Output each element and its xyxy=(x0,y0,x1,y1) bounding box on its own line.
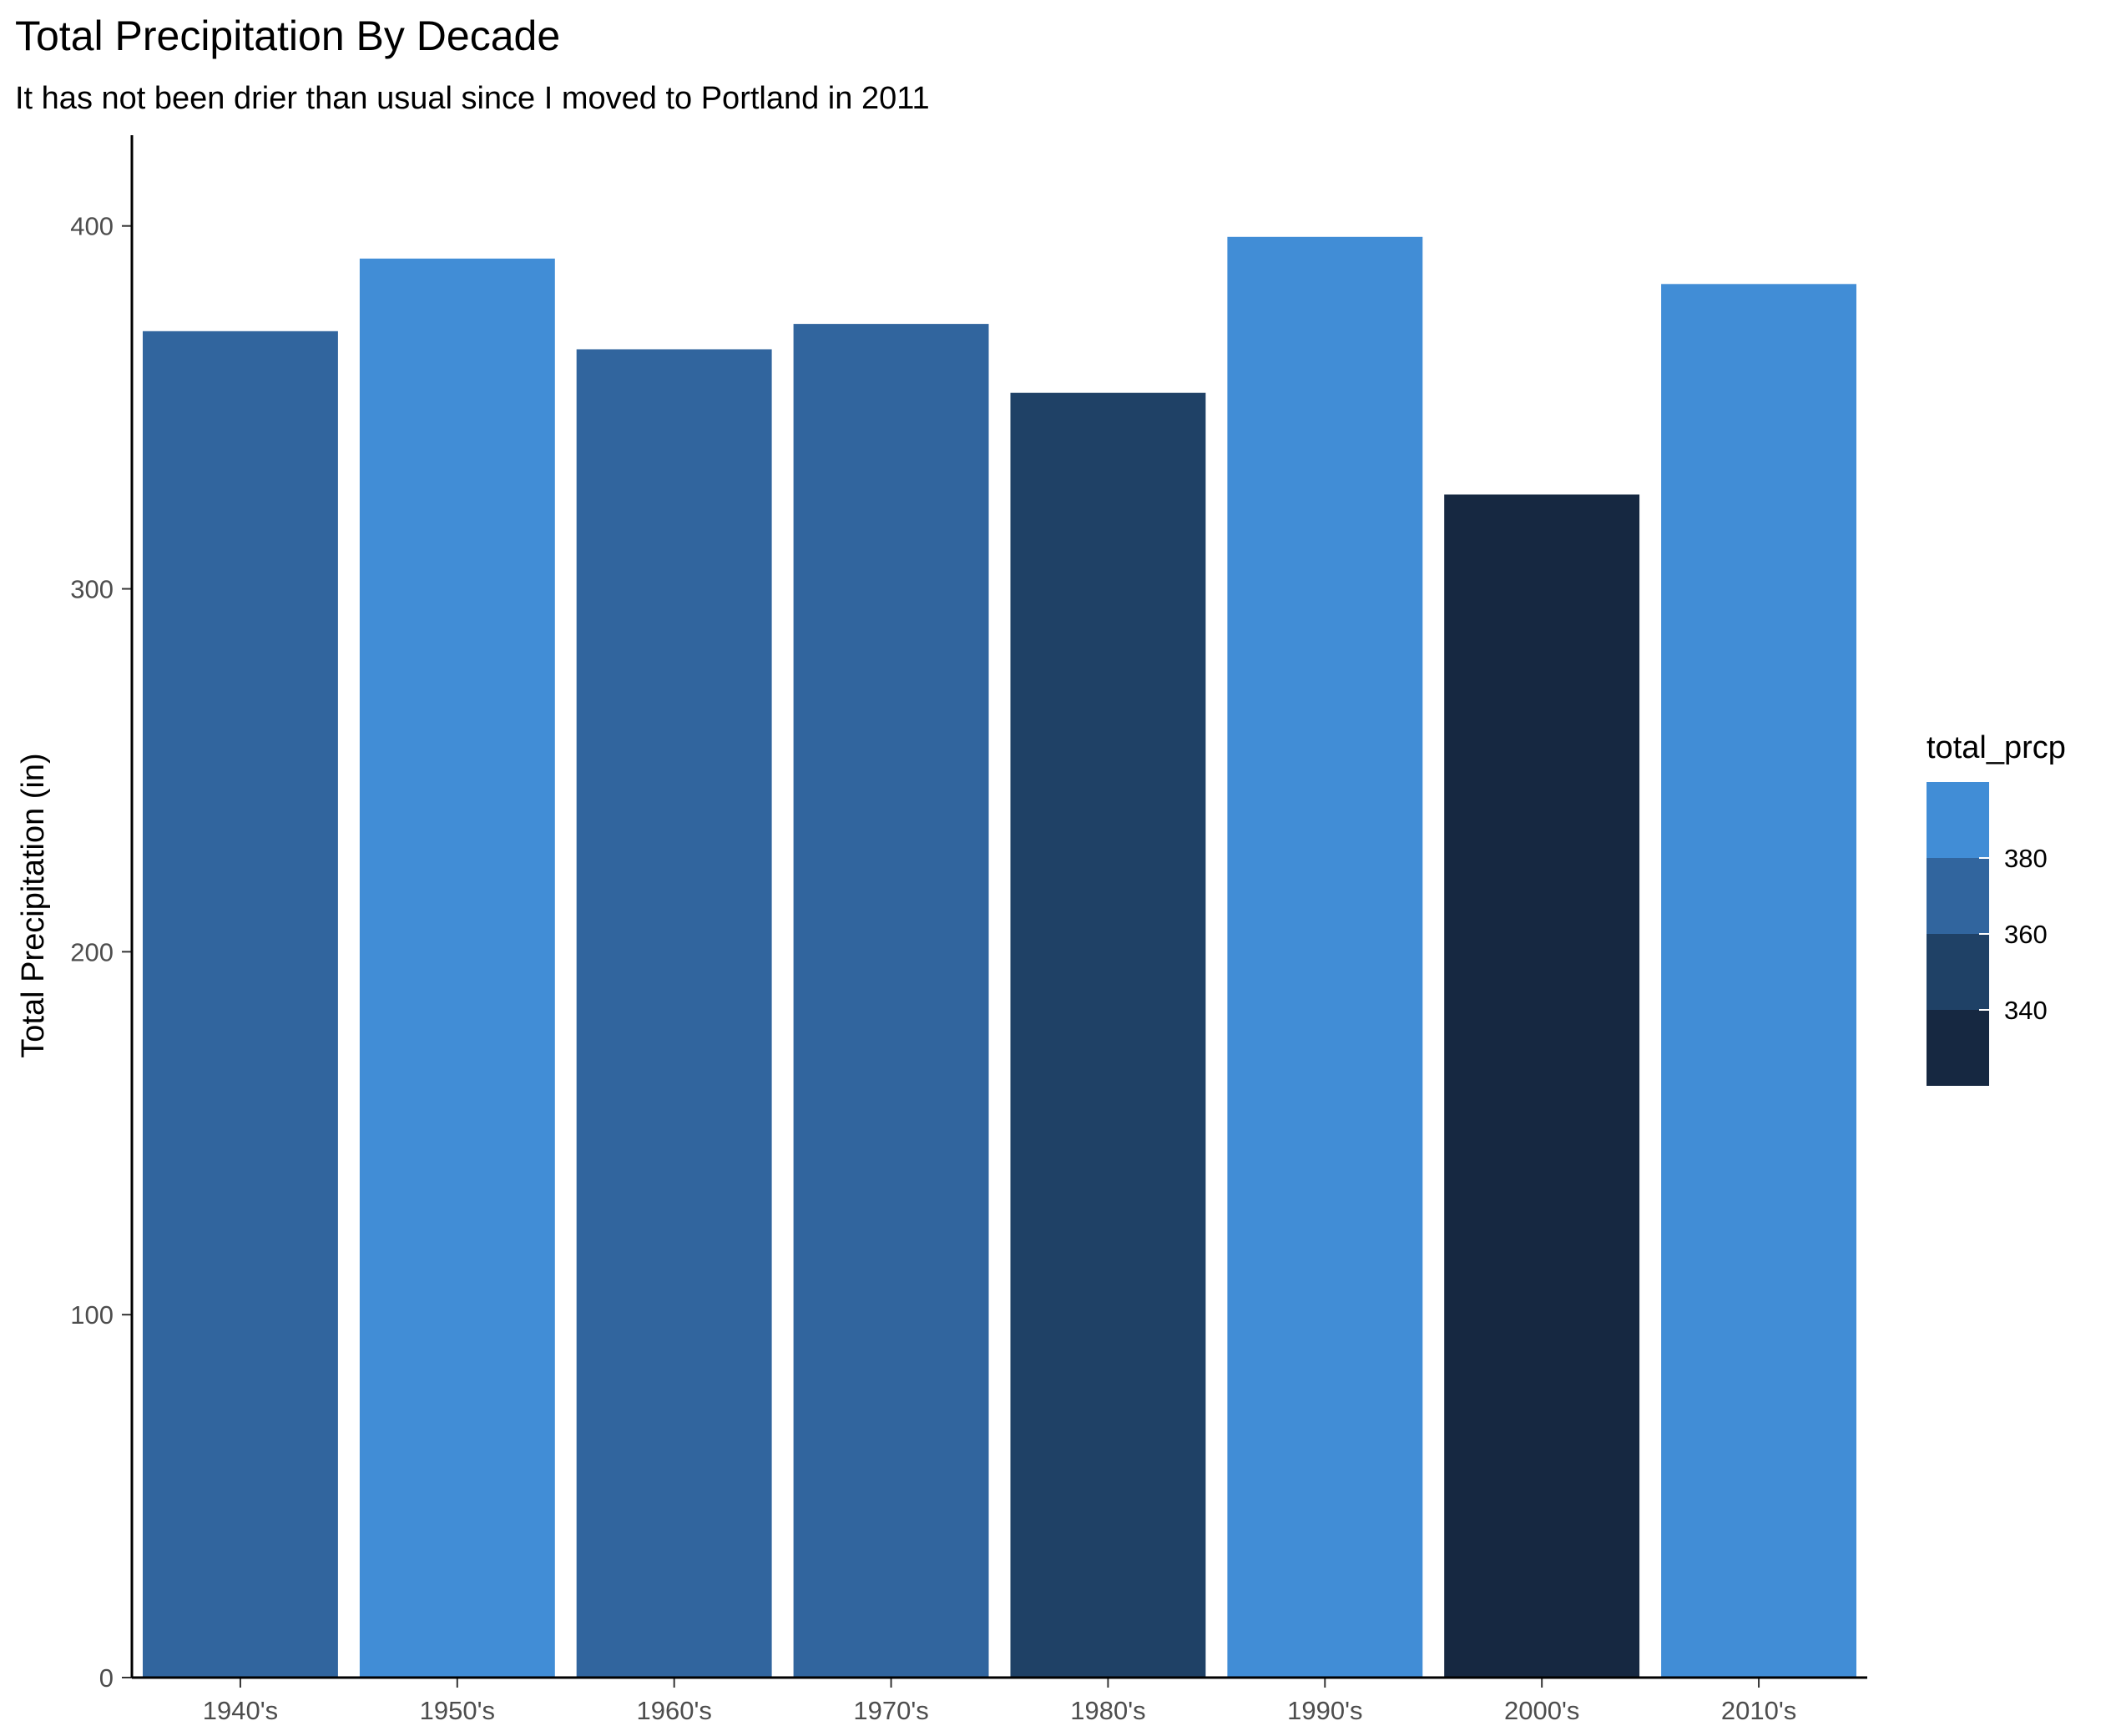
x-tick-label: 1960's xyxy=(636,1696,711,1725)
legend: total_prcp 380 360 340 xyxy=(1927,730,2066,1086)
axes-group: 1940's 1950's 1960's 1970's 1980's 1990's 2000… xyxy=(70,135,1867,1725)
legend-label: 360 xyxy=(2004,920,2048,949)
legend-label: 380 xyxy=(2004,844,2048,873)
x-tick-label: 1940's xyxy=(203,1696,278,1725)
legend-title: total_prcp xyxy=(1927,730,2066,765)
bar-2010s xyxy=(1661,284,1856,1678)
bar-1970s xyxy=(793,324,989,1678)
y-tick-label: 0 xyxy=(99,1663,114,1693)
y-tick-label: 400 xyxy=(70,212,114,241)
bars-group xyxy=(143,236,1856,1678)
legend-swatch xyxy=(1927,934,1989,1010)
bar-1940s xyxy=(143,331,338,1678)
x-tick-label: 1970's xyxy=(853,1696,928,1725)
chart-subtitle: It has not been drier than usual since I… xyxy=(15,81,930,116)
y-tick-label: 100 xyxy=(70,1300,114,1330)
x-tick-label: 1990's xyxy=(1287,1696,1362,1725)
legend-swatch xyxy=(1927,1010,1989,1086)
y-tick-label: 200 xyxy=(70,937,114,966)
x-tick-label: 1950's xyxy=(420,1696,495,1725)
x-tick-label: 1980's xyxy=(1070,1696,1145,1725)
y-tick-label: 300 xyxy=(70,575,114,604)
bar-1960s xyxy=(576,349,772,1678)
legend-swatch xyxy=(1927,782,1989,858)
y-axis-label: Total Precipitation (in) xyxy=(16,753,51,1057)
bar-1980s xyxy=(1010,392,1206,1678)
legend-label: 340 xyxy=(2004,996,2048,1025)
legend-swatch xyxy=(1927,858,1989,934)
bar-1950s xyxy=(359,258,555,1678)
bar-1990s xyxy=(1227,236,1423,1678)
bar-2000s xyxy=(1444,494,1640,1678)
chart-title: Total Precipitation By Decade xyxy=(15,13,560,59)
x-tick-label: 2000's xyxy=(1504,1696,1579,1725)
x-tick-label: 2010's xyxy=(1721,1696,1796,1725)
